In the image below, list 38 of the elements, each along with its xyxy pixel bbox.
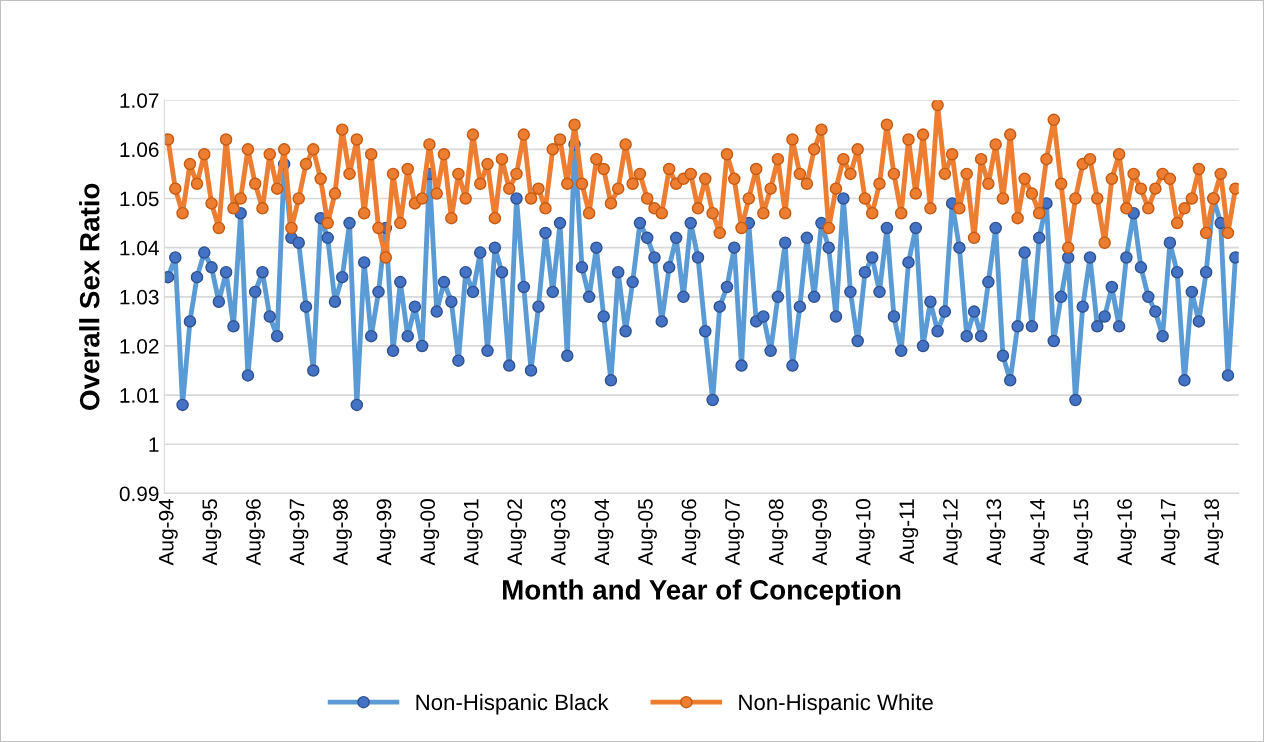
x-tick-label: Aug-15 xyxy=(1073,499,1093,566)
x-tick-label: Aug-04 xyxy=(594,498,614,566)
x-tick-label: Aug-18 xyxy=(1204,499,1224,566)
y-tick-label: 1 xyxy=(149,437,159,452)
x-tick-label: Aug-07 xyxy=(725,499,744,566)
x-tick-label: Aug-06 xyxy=(681,499,701,566)
x-tick-label: Aug-10 xyxy=(855,499,875,566)
x-axis-title: Month and Year of Conception xyxy=(503,579,901,606)
x-tick-label: Aug-09 xyxy=(812,499,832,566)
legend-label: Non-Hispanic Black xyxy=(416,693,609,715)
x-tick-label: Aug-01 xyxy=(463,499,483,566)
x-tick-label: Aug-13 xyxy=(986,499,1006,566)
x-tick-label: Aug-00 xyxy=(420,499,440,566)
x-tick-label: Aug-98 xyxy=(333,499,352,566)
x-tick-label: Aug-97 xyxy=(289,499,309,566)
y-tick-label: 1.03 xyxy=(120,289,159,305)
x-tick-label: Aug-94 xyxy=(158,498,178,566)
y-axis-title: Overall Sex Ratio xyxy=(79,183,100,410)
x-tick-label: Aug-96 xyxy=(246,499,265,566)
x-tick-label: Aug-08 xyxy=(768,499,788,566)
x-tick-label: Aug-12 xyxy=(942,499,962,566)
x-tick-label: Aug-99 xyxy=(376,499,396,566)
x-tick-label: Aug-14 xyxy=(1030,498,1049,566)
y-tick-label: 1.01 xyxy=(120,388,159,403)
x-tick-label: Aug-03 xyxy=(550,499,570,566)
y-tick-label: 1.06 xyxy=(120,142,159,158)
y-tick-label: 1.04 xyxy=(120,240,159,256)
x-tick-label: Aug-16 xyxy=(1117,499,1137,566)
legend-label: Non-Hispanic White xyxy=(739,693,933,715)
x-tick-label: Aug-11 xyxy=(899,499,919,564)
x-tick-label: Aug-17 xyxy=(1160,499,1180,566)
y-tick-label: 1.05 xyxy=(120,191,159,207)
y-tick-label: 1.02 xyxy=(120,338,159,354)
x-tick-label: Aug-95 xyxy=(202,499,222,566)
y-tick-label: 1.07 xyxy=(120,93,159,108)
x-tick-label: Aug-02 xyxy=(507,499,527,566)
y-tick-label: 0.99 xyxy=(119,486,159,502)
x-tick-label: Aug-05 xyxy=(638,499,657,566)
